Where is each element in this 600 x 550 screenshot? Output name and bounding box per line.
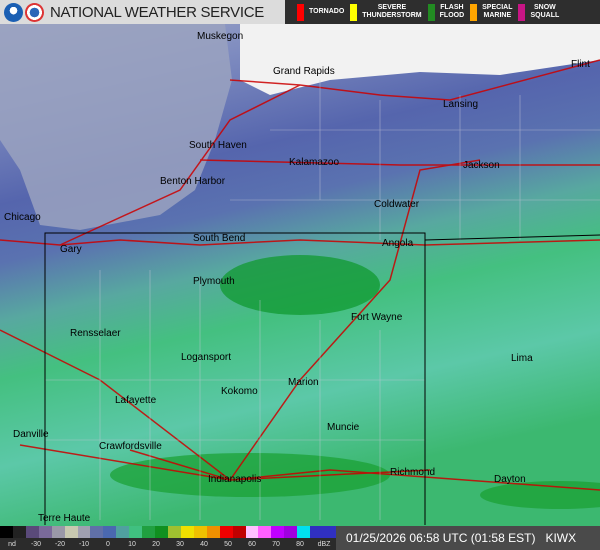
scale-label: 50 [224, 540, 232, 548]
scale-color [64, 526, 78, 538]
flood-swatch [427, 3, 435, 21]
severe-swatch [350, 3, 358, 21]
scale-label: 0 [106, 540, 110, 548]
city-label: Danville [13, 429, 49, 440]
city-label: Kokomo [221, 386, 258, 397]
scale-color [245, 526, 259, 538]
scale-color [77, 526, 91, 538]
city-label: Angola [382, 238, 414, 249]
nws-logo [25, 2, 44, 22]
scale-color [323, 526, 336, 538]
legend-tornado: TORNADO [297, 3, 345, 21]
timestamp-bar: 01/25/2026 06:58 UTC (01:58 EST) KIWX [336, 526, 600, 550]
scale-color [116, 526, 130, 538]
city-label: Indianapolis [208, 474, 262, 485]
scale-label: 10 [128, 540, 136, 548]
legend-label: SNOW SQUALL [530, 4, 560, 19]
city-label: Gary [60, 244, 82, 255]
scale-color [258, 526, 272, 538]
scale-color [193, 526, 207, 538]
scale-label: -20 [54, 540, 66, 548]
scale-color [297, 526, 311, 538]
city-label: Lafayette [115, 395, 157, 406]
city-label: Flint [571, 59, 590, 70]
scale-label: -10 [78, 540, 90, 548]
scale-color [155, 526, 168, 538]
scale-color [167, 526, 181, 538]
city-label: Chicago [4, 212, 41, 223]
legend-special-marine: SPECIAL MARINE [470, 3, 513, 21]
scale-color [0, 526, 13, 538]
timestamp: 01/25/2026 06:58 UTC (01:58 EST) [346, 531, 536, 545]
city-label: Muskegon [197, 31, 244, 42]
legend-label: SEVERE THUNDERSTORM [362, 4, 422, 19]
scale-color [219, 526, 233, 538]
city-label: Jackson [463, 160, 500, 171]
city-label: Richmond [390, 467, 436, 478]
city-label: Lima [511, 353, 533, 364]
scale-label: 20 [152, 540, 160, 548]
city-label: Kalamazoo [289, 157, 340, 168]
marine-swatch [470, 3, 478, 21]
city-label: Plymouth [193, 276, 235, 287]
city-label: Coldwater [374, 199, 420, 210]
scale-color [25, 526, 39, 538]
noaa-logo [4, 2, 23, 22]
city-label: Lansing [443, 99, 479, 110]
city-label: South Haven [189, 140, 247, 151]
scale-color [129, 526, 143, 538]
city-label: Muncie [327, 422, 360, 433]
scale-color [103, 526, 117, 538]
scale-color [310, 526, 324, 538]
city-label: Benton Harbor [160, 176, 226, 187]
legend-severe-thunderstorm: SEVERE THUNDERSTORM [350, 3, 422, 21]
squall-swatch [518, 3, 526, 21]
scale-color [232, 526, 246, 538]
scale-color [38, 526, 52, 538]
scale-label: 30 [176, 540, 184, 548]
city-label: Marion [288, 377, 319, 388]
color-bar [0, 526, 336, 538]
scale-label: 60 [248, 540, 256, 548]
scale-label: 40 [200, 540, 208, 548]
legend-snow-squall: SNOW SQUALL [518, 3, 560, 21]
scale-color [284, 526, 298, 538]
station-id: KIWX [545, 531, 577, 545]
city-label: Dayton [494, 474, 526, 485]
city-label: Terre Haute [38, 513, 91, 524]
legend-label: TORNADO [309, 8, 345, 15]
scale-color [142, 526, 156, 538]
scale-label: 80 [296, 540, 304, 548]
legend-label: FLASH FLOOD [439, 4, 465, 19]
city-label: Fort Wayne [351, 312, 403, 323]
city-label: South Bend [193, 233, 246, 244]
legend-label: SPECIAL MARINE [482, 4, 513, 19]
scale-label: -30 [30, 540, 42, 548]
city-label: Logansport [181, 352, 232, 363]
dbz-scale: nd -30 -20 -10 0 10 20 30 40 50 60 70 80 dBZ [0, 526, 336, 550]
tornado-swatch [297, 3, 304, 21]
legend-flash-flood: FLASH FLOOD [427, 3, 465, 21]
scale-label: dBZ [317, 540, 331, 548]
city-label: Grand Rapids [273, 66, 335, 77]
scale-labels: nd -30 -20 -10 0 10 20 30 40 50 60 70 80 dBZ [0, 538, 336, 550]
scale-color [12, 526, 26, 538]
scale-color [206, 526, 220, 538]
header-title: NATIONAL WEATHER SERVICE [50, 3, 264, 21]
scale-color [90, 526, 104, 538]
city-label: Rensselaer [70, 328, 121, 339]
scale-label: 70 [272, 540, 280, 548]
header-brand: NATIONAL WEATHER SERVICE [0, 0, 285, 24]
scale-color [51, 526, 65, 538]
warnings-legend: TORNADO SEVERE THUNDERSTORM FLASH FLOOD … [285, 0, 600, 24]
scale-color [180, 526, 194, 538]
scale-label: nd [8, 540, 16, 548]
city-label: Crawfordsville [99, 441, 162, 452]
scale-color [271, 526, 285, 538]
